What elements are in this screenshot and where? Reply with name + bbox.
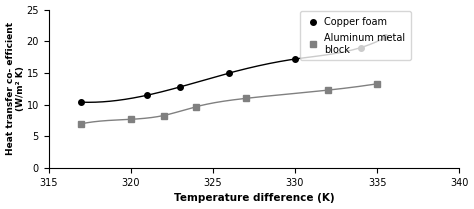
Copper foam (358, 46, 364, 49)
Aluminum metal
block (193, 105, 199, 108)
Aluminum metal
block (374, 83, 380, 85)
X-axis label: Temperature difference (K): Temperature difference (K) (173, 194, 334, 203)
Copper foam (227, 72, 232, 74)
Line: Copper foam: Copper foam (79, 35, 388, 105)
Aluminum metal
block (128, 118, 134, 121)
Aluminum metal
block (79, 122, 84, 125)
Copper foam (292, 58, 298, 60)
Copper foam (177, 86, 183, 88)
Aluminum metal
block (243, 97, 248, 100)
Y-axis label: Heat transfer co- efficient
(W/m² K): Heat transfer co- efficient (W/m² K) (6, 22, 25, 155)
Line: Aluminum metal
block: Aluminum metal block (79, 81, 380, 126)
Legend: Copper foam, Aluminum metal
block: Copper foam, Aluminum metal block (300, 11, 411, 60)
Copper foam (383, 36, 388, 39)
Copper foam (144, 94, 150, 97)
Aluminum metal
block (325, 89, 331, 91)
Copper foam (79, 101, 84, 103)
Aluminum metal
block (161, 114, 166, 117)
